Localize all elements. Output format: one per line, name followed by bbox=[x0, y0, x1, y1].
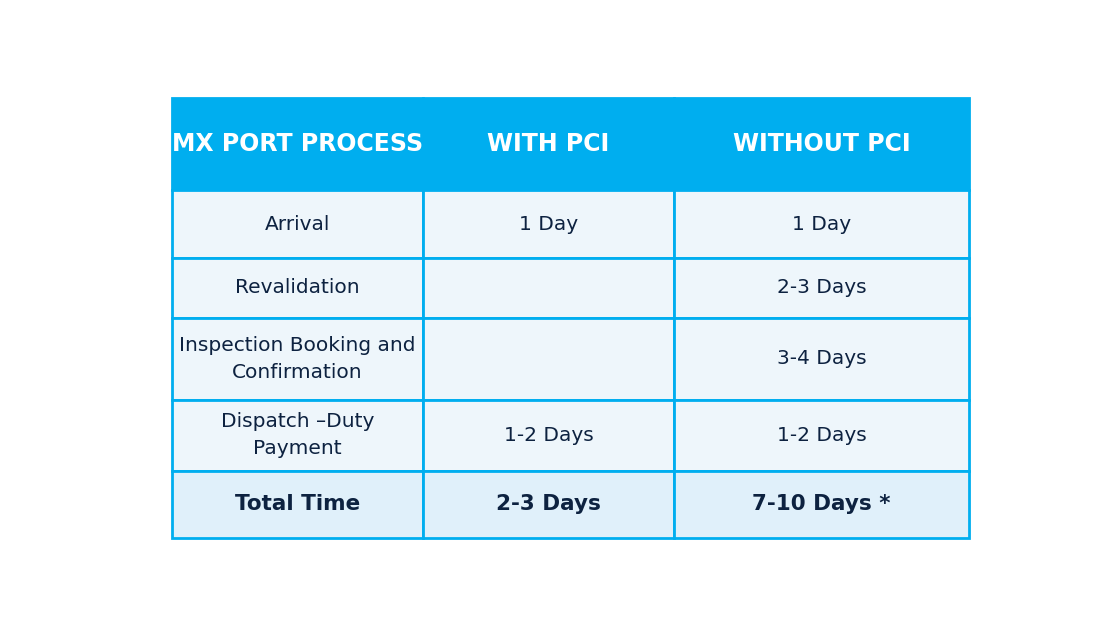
Bar bbox=[423, 471, 674, 538]
Text: 7-10 Days *: 7-10 Days * bbox=[752, 494, 890, 514]
Bar bbox=[674, 399, 969, 471]
Text: 3-4 Days: 3-4 Days bbox=[777, 349, 866, 368]
Bar bbox=[423, 98, 674, 190]
Bar bbox=[423, 399, 674, 471]
Bar bbox=[674, 258, 969, 318]
Bar bbox=[171, 98, 423, 190]
Text: 2-3 Days: 2-3 Days bbox=[496, 494, 601, 514]
Bar bbox=[423, 318, 674, 399]
Bar bbox=[171, 318, 423, 399]
Bar bbox=[423, 190, 674, 258]
Text: WITH PCI: WITH PCI bbox=[487, 132, 610, 156]
Text: Revalidation: Revalidation bbox=[235, 279, 359, 297]
Text: MX PORT PROCESS: MX PORT PROCESS bbox=[171, 132, 423, 156]
Text: 1-2 Days: 1-2 Days bbox=[777, 426, 867, 444]
Bar bbox=[674, 471, 969, 538]
Text: 2-3 Days: 2-3 Days bbox=[777, 279, 866, 297]
Bar bbox=[171, 471, 423, 538]
Text: Inspection Booking and
Confirmation: Inspection Booking and Confirmation bbox=[179, 336, 415, 382]
Text: 1-2 Days: 1-2 Days bbox=[503, 426, 593, 444]
Bar bbox=[171, 258, 423, 318]
Text: 1 Day: 1 Day bbox=[792, 215, 851, 233]
Text: 1 Day: 1 Day bbox=[519, 215, 578, 233]
Bar bbox=[674, 318, 969, 399]
Text: WITHOUT PCI: WITHOUT PCI bbox=[732, 132, 910, 156]
Bar bbox=[423, 258, 674, 318]
Text: Total Time: Total Time bbox=[235, 494, 359, 514]
Text: Dispatch –Duty
Payment: Dispatch –Duty Payment bbox=[220, 413, 374, 458]
Bar bbox=[171, 399, 423, 471]
Bar bbox=[171, 190, 423, 258]
Bar bbox=[674, 98, 969, 190]
Text: Arrival: Arrival bbox=[265, 215, 329, 233]
Bar bbox=[674, 190, 969, 258]
